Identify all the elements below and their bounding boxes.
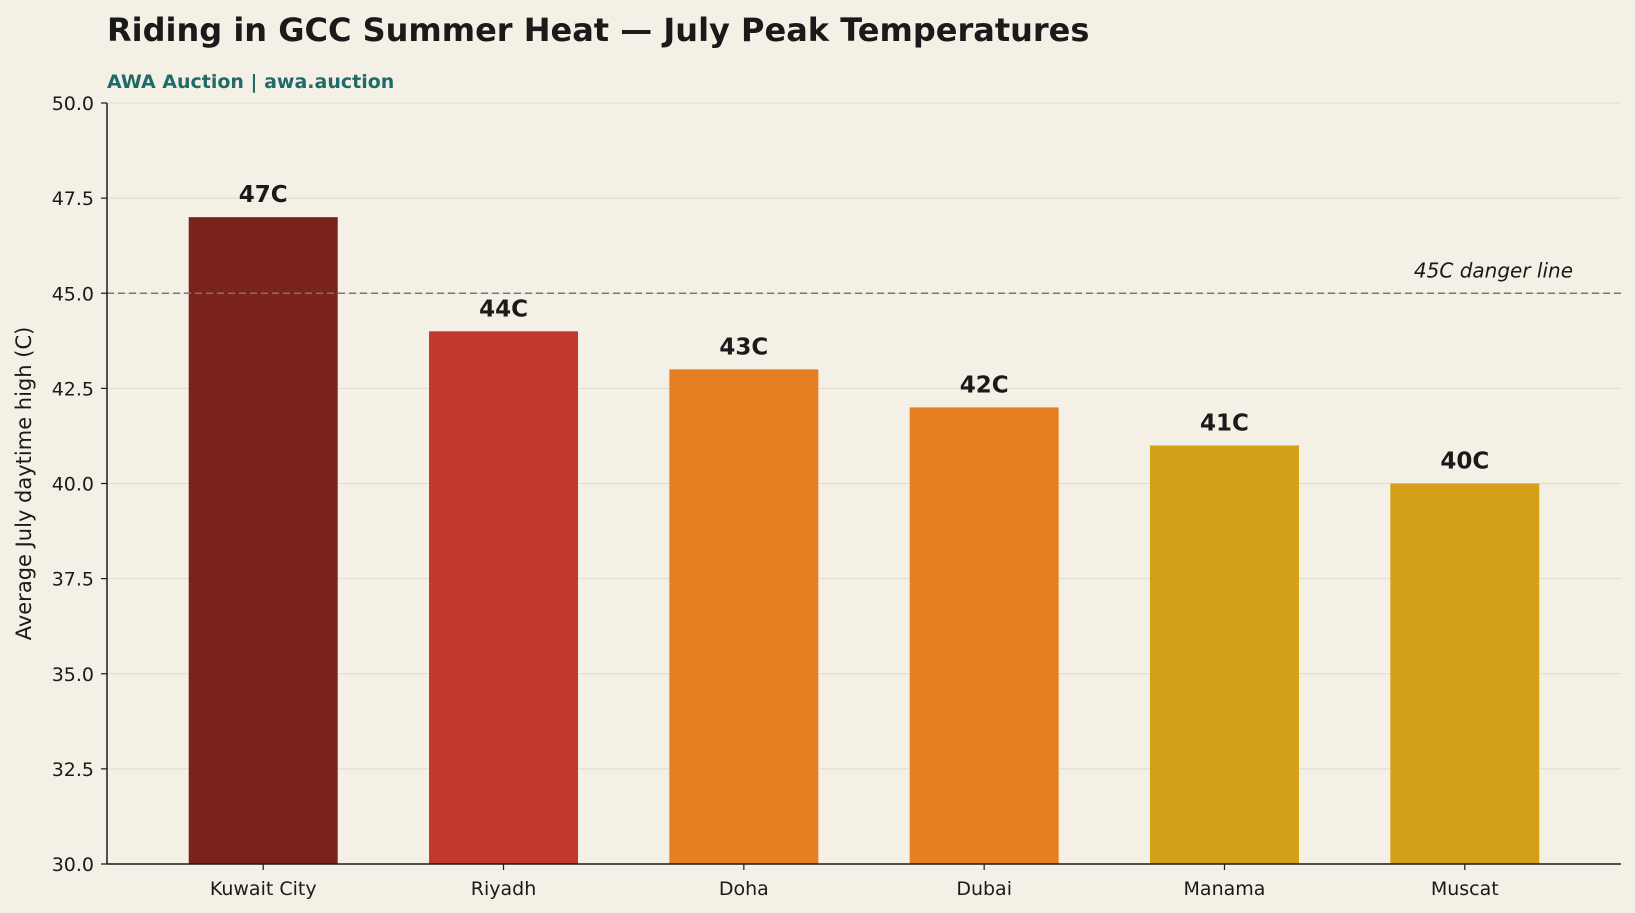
- x-tick-label: Manama: [1184, 878, 1266, 900]
- y-tick-label: 50.0: [52, 93, 94, 115]
- y-tick-label: 40.0: [52, 474, 94, 496]
- danger-reference: 45C danger line: [107, 258, 1621, 295]
- x-tick-label: Muscat: [1431, 878, 1499, 900]
- danger-line-label: 45C danger line: [1414, 258, 1573, 282]
- y-tick-label: 30.0: [52, 854, 94, 876]
- bar-riyadh: [429, 331, 579, 864]
- x-tick-label: Dubai: [956, 878, 1012, 900]
- value-label: 47C: [239, 182, 288, 208]
- bars: [188, 217, 1540, 864]
- value-labels: 47C 44C 43C 42C 41C 40C: [239, 182, 1489, 474]
- x-tick-label: Doha: [719, 878, 769, 900]
- y-tick-label: 42.5: [52, 378, 94, 400]
- y-ticks: 30.0 32.5 35.0 37.5 40.0 42.5 45.0 47.5 50.0: [52, 93, 107, 876]
- value-label: 41C: [1200, 410, 1249, 436]
- value-label: 40C: [1440, 449, 1489, 475]
- y-tick-label: 37.5: [52, 569, 94, 591]
- grid-lines: [107, 102, 1621, 865]
- y-tick-label: 47.5: [52, 188, 94, 210]
- bar-muscat: [1390, 483, 1540, 864]
- value-label: 44C: [479, 296, 528, 322]
- value-label: 43C: [719, 334, 768, 360]
- bar-manama: [1149, 445, 1299, 864]
- chart-title: Riding in GCC Summer Heat — July Peak Te…: [107, 11, 1089, 49]
- value-label: 42C: [960, 372, 1009, 398]
- bar-kuwait-city: [188, 217, 338, 864]
- x-tick-label: Kuwait City: [210, 878, 317, 900]
- y-tick-label: 35.0: [52, 664, 94, 686]
- y-tick-label: 45.0: [52, 283, 94, 305]
- x-ticks: Kuwait City Riyadh Doha Dubai Manama Muscat: [210, 864, 1499, 900]
- y-tick-label: 32.5: [52, 759, 94, 781]
- bar-doha: [669, 369, 819, 864]
- bar-dubai: [909, 407, 1059, 864]
- chart-subtitle: AWA Auction | awa.auction: [107, 71, 394, 93]
- y-axis-title: Average July daytime high (C): [12, 327, 36, 641]
- x-tick-label: Riyadh: [471, 878, 536, 900]
